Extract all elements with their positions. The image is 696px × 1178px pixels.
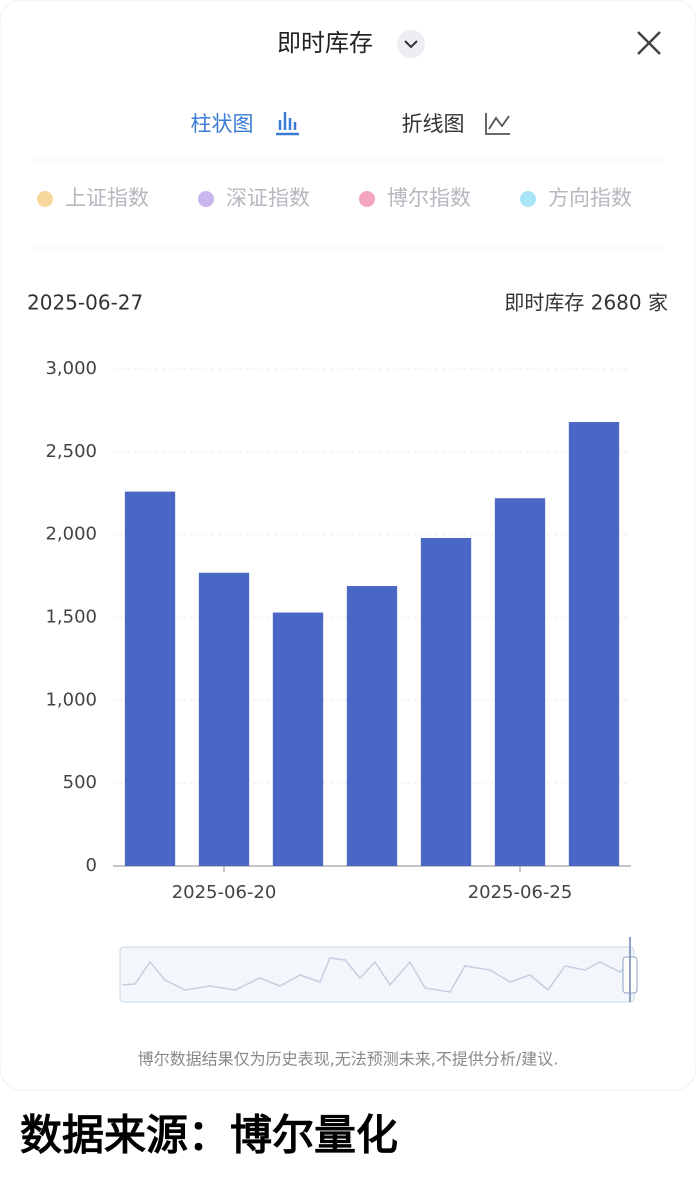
bar (346, 586, 398, 866)
bar (494, 498, 546, 866)
y-tick-label: 2,500 (45, 441, 97, 462)
line-icon (485, 113, 510, 135)
range-slider[interactable] (119, 937, 638, 1003)
index-legend: 上证指数 深证指数 博尔指数 方向指数 (37, 186, 632, 210)
chevron (404, 40, 418, 49)
tab[interactable]: 柱状图 (191, 112, 254, 136)
disclaimer: 博尔数据结果仅为历史表现,无法预测未来,不提供分析/建议. (138, 1050, 559, 1069)
y-tick-label: 0 (86, 855, 97, 876)
dropdown[interactable] (397, 30, 425, 58)
bar (124, 491, 176, 866)
title: 即时库存 (277, 29, 373, 57)
slider-track (119, 946, 635, 1003)
close-button[interactable] (637, 31, 661, 55)
legend-label: 深证指数 (226, 186, 310, 210)
tab[interactable]: 折线图 (402, 112, 465, 136)
legend-label: 博尔指数 (387, 186, 471, 210)
legend-dot (359, 191, 375, 207)
y-tick-label: 3,000 (45, 358, 97, 379)
bar (420, 537, 472, 866)
bar (272, 612, 324, 866)
slider-sparkline (121, 957, 633, 993)
bar (198, 572, 250, 866)
bar (568, 422, 620, 866)
dropdown-bg (397, 30, 425, 58)
legend-dot (198, 191, 214, 207)
y-tick-label: 1,000 (45, 689, 97, 710)
summary-label: 即时库存 2680 家 (504, 291, 668, 315)
legend-dot (520, 191, 536, 207)
legend-dot (37, 191, 53, 207)
bar-icon (276, 112, 299, 136)
y-tick-label: 500 (63, 772, 97, 793)
date-label: 2025-06-27 (27, 291, 143, 315)
y-tick-label: 1,500 (45, 607, 97, 628)
legend-label: 上证指数 (65, 186, 149, 210)
bar-chart: 0 500 1,000 1,500 2,000 2,500 3,000 2025-06-20 2… (45, 358, 631, 903)
source-note: 数据来源：博尔量化 (20, 1111, 398, 1160)
y-tick-label: 2,000 (45, 524, 97, 545)
legend-label: 方向指数 (548, 186, 632, 210)
x-tick-label: 2025-06-20 (172, 882, 277, 903)
x-tick-label: 2025-06-25 (468, 882, 573, 903)
